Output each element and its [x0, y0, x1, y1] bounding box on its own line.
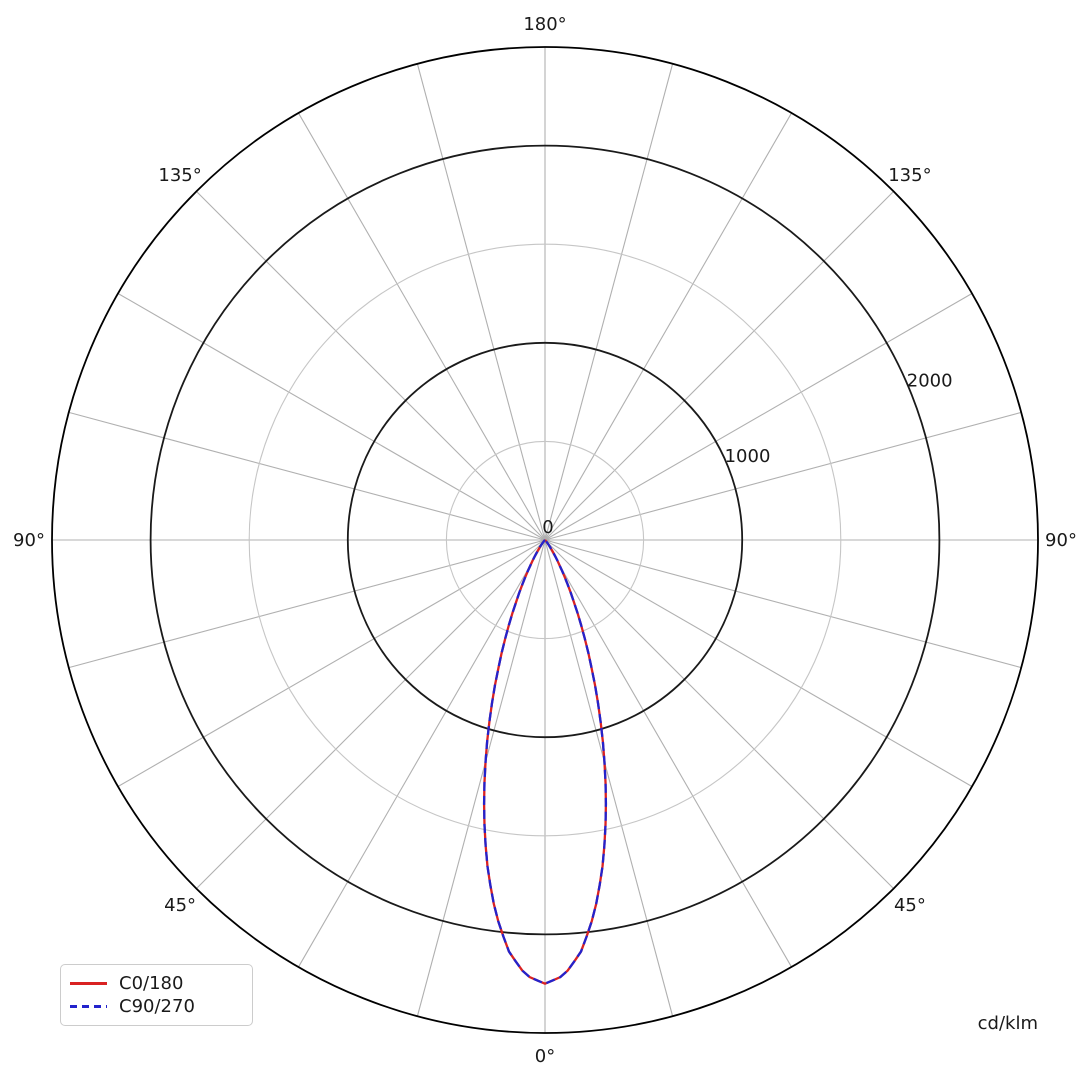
angle-tick-label: 135° [158, 165, 201, 186]
angle-gridline [544, 539, 1022, 669]
angle-gridline [544, 539, 674, 1017]
legend-item-c0-180: C0/180 [70, 972, 242, 995]
radius-tick-label: 1000 [725, 446, 771, 467]
curve-c90-270 [482, 538, 608, 985]
radius-gridline-2000 [149, 144, 941, 936]
outer-spine-circle [51, 46, 1039, 1034]
angle-tick-label: 90° [13, 530, 45, 551]
angle-gridline [68, 539, 546, 669]
angle-gridline [298, 112, 546, 541]
radius-gridline-1500 [248, 243, 842, 837]
angle-gridline [416, 539, 546, 1017]
unit-label: cd/klm [977, 1013, 1038, 1034]
angle-tick-label: 135° [888, 165, 931, 186]
angle-tick-label: 45° [164, 895, 196, 916]
angle-gridline [544, 191, 894, 541]
legend-label-c0-180: C0/180 [119, 972, 184, 994]
angle-gridline [544, 539, 894, 889]
angle-gridline [416, 63, 546, 541]
angle-gridline [117, 539, 546, 787]
angle-tick-label: 90° [1045, 530, 1077, 551]
legend-label-c90-270: C90/270 [119, 995, 195, 1017]
angle-gridline [68, 411, 546, 541]
angle-gridline [298, 539, 546, 968]
angle-gridline [544, 539, 792, 968]
angle-gridline [196, 539, 546, 889]
angle-tick-label: 45° [894, 895, 926, 916]
radius-tick-label-zero: 0 [542, 517, 553, 538]
legend-item-c90-270: C90/270 [70, 995, 242, 1018]
legend-line-sample-c90-270 [70, 1005, 107, 1008]
angle-gridline [544, 293, 973, 541]
angle-gridline [544, 411, 1022, 541]
angle-gridline [544, 63, 674, 541]
angle-gridline [117, 293, 546, 541]
angle-tick-label: 180° [523, 14, 566, 35]
angle-gridline [544, 112, 792, 541]
angle-tick-label: 0° [535, 1046, 555, 1067]
radius-gridline-500 [445, 440, 645, 640]
angle-gridline [544, 539, 973, 787]
radius-gridline-1000 [346, 341, 744, 739]
radius-tick-label: 2000 [907, 371, 953, 392]
angle-gridline [196, 191, 546, 541]
legend-line-sample-c0-180 [70, 982, 107, 985]
legend: C0/180 C90/270 [60, 964, 253, 1026]
